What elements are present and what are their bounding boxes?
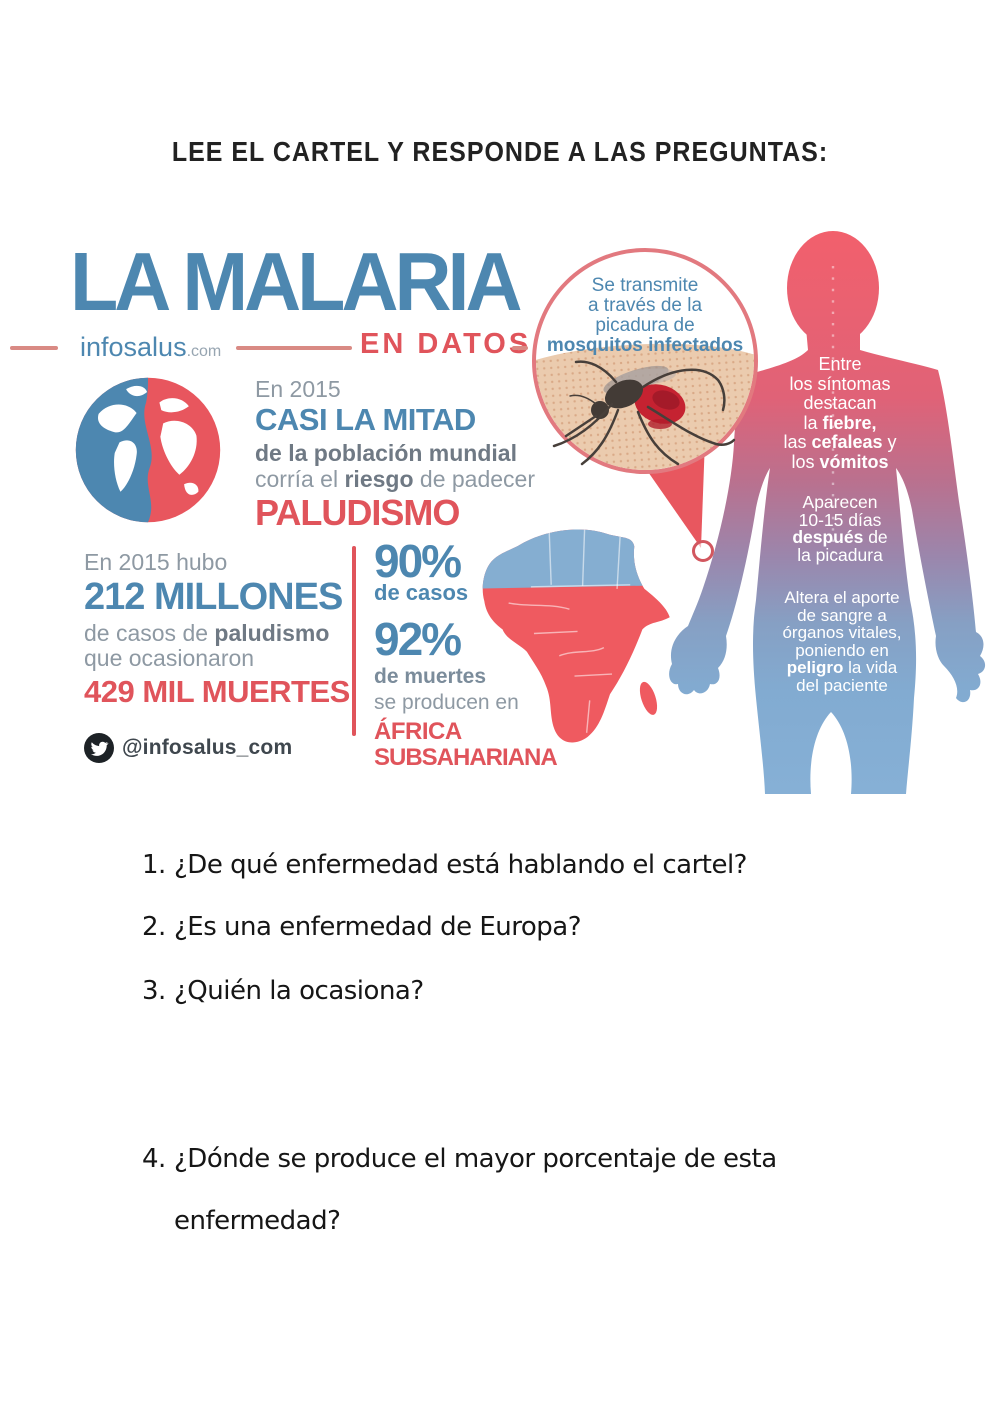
danger-line5: peligro la vida <box>744 659 940 677</box>
transmission-line3: picadura de <box>595 315 695 336</box>
symptoms-line4-pre: la <box>803 412 823 433</box>
question-3: 3. ¿Quién la ocasiona? <box>142 976 424 1006</box>
question-2-text: ¿Es una enfermedad de Europa? <box>174 912 582 942</box>
symptoms-line5-post: y <box>882 432 897 452</box>
infosalus-logo: infosalus.com <box>80 332 221 363</box>
cases-line2-pre: de casos de <box>84 619 215 646</box>
risk-line3: corría el riesgo de padecer <box>255 467 535 491</box>
risk-line3-post: de padecer <box>413 465 535 492</box>
incubation-line3-post: de <box>863 527 888 547</box>
risk-line3-bold: riesgo <box>344 465 414 492</box>
infosalus-logo-tld: .com <box>186 343 222 360</box>
question-3-number: 3. <box>142 976 166 1006</box>
deaths-count: 429 MIL MUERTES <box>84 673 350 709</box>
twitter-credit: @infosalus_com <box>84 733 292 763</box>
question-4-line2: enfermedad? <box>174 1206 341 1236</box>
percent-block: 90% de casos 92% de muertes se producen … <box>374 535 558 771</box>
incubation-line1: Aparecen <box>802 492 878 512</box>
africa-map <box>482 529 670 743</box>
symptoms-line5-pre: las <box>783 432 812 452</box>
rule-middle <box>236 346 352 350</box>
risk-block: En 2015 CASI LA MITAD de la población mu… <box>255 377 535 532</box>
symptoms-line4: la fiebre, <box>742 412 938 434</box>
symptoms-line1: Entre <box>818 354 862 374</box>
symptoms-line3: destacan <box>803 393 877 413</box>
infographic-subtitle: EN DATOS <box>360 328 532 360</box>
infographic-title: LA MALARIA <box>70 235 523 328</box>
twitter-handle: @infosalus_com <box>122 736 293 759</box>
question-1-number: 1. <box>142 850 166 880</box>
symptoms-line4-bold: fiebre, <box>822 412 877 433</box>
risk-disease: PALUDISMO <box>255 491 460 533</box>
question-3-text: ¿Quién la ocasiona? <box>174 976 424 1006</box>
risk-line3-pre: corría el <box>255 465 345 492</box>
incubation-line3-bold: después <box>792 527 864 547</box>
vertical-divider <box>352 546 356 736</box>
cases-line2: de casos de paludismo <box>84 619 350 646</box>
question-2-number: 2. <box>142 912 166 942</box>
danger-text: Altera el aporte de sangre a órganos vit… <box>744 589 940 694</box>
cases-block: En 2015 hubo 212 MILLONES de casos de pa… <box>84 550 350 708</box>
risk-headline: CASI LA MITAD <box>255 402 476 438</box>
question-1: 1. ¿De qué enfermedad está hablando el ca… <box>142 850 747 880</box>
symptoms-line5-bold: cefaleas <box>811 432 883 452</box>
danger-line6: del paciente <box>796 675 888 695</box>
percent-location-intro: se producen en <box>374 691 519 714</box>
incubation-line4: la picadura <box>797 544 883 565</box>
incubation-text: Aparecen 10-15 días después de la picadu… <box>742 492 938 565</box>
rule-right <box>512 346 528 350</box>
mosquito-icon <box>552 360 736 466</box>
incubation-line3: después de <box>742 527 938 547</box>
symptoms-line6: los vómitos <box>742 451 938 473</box>
symptoms-text: Entre los síntomas destacan la fiebre, l… <box>742 354 938 473</box>
question-4-text: ¿Dónde se produce el mayor porcentaje de… <box>174 1144 777 1174</box>
transmission-line2: a través de la <box>587 295 703 316</box>
incubation-line2: 10-15 días <box>798 509 882 530</box>
cases-count: 212 MILLONES <box>84 575 343 618</box>
risk-line2: de la población mundial <box>255 439 517 466</box>
percent-deaths-value: 92% <box>374 613 462 665</box>
danger-line5-post: la vida <box>843 658 898 677</box>
magnifier-ring-icon <box>692 540 714 562</box>
danger-line1: Altera el aporte <box>784 588 900 607</box>
question-2: 2. ¿Es una enfermedad de Europa? <box>142 912 582 942</box>
question-1-text: ¿De qué enfermedad está hablando el cart… <box>174 850 747 880</box>
danger-line5-bold: peligro <box>786 658 844 677</box>
risk-year: En 2015 <box>255 376 341 402</box>
percent-location-line1: ÁFRICA <box>374 718 462 745</box>
infosalus-logo-text: infosalus <box>80 332 187 362</box>
cases-line3: que ocasionaron <box>84 644 255 671</box>
symptoms-line2: los síntomas <box>789 373 891 394</box>
danger-line2: de sangre a <box>797 605 887 625</box>
worksheet-title: LEE EL CARTEL Y RESPONDE A LAS PREGUNTAS… <box>171 136 829 168</box>
question-4-number: 4. <box>142 1144 166 1174</box>
percent-cases-label: de casos <box>374 580 469 605</box>
transmission-line1: Se transmite <box>591 275 699 296</box>
twitter-bird-icon <box>84 733 114 763</box>
symptoms-line5: las cefaleas y <box>742 432 938 453</box>
symptoms-line6-bold: vómitos <box>819 451 889 472</box>
percent-deaths-label: de muertes <box>374 665 487 688</box>
transmission-text: Se transmite a través de la picadura de … <box>536 276 754 356</box>
percent-cases-value: 90% <box>374 535 462 587</box>
globe-icon <box>75 377 221 523</box>
symptoms-line6-pre: los <box>791 451 820 472</box>
question-4: 4. ¿Dónde se produce el mayor porcentaje … <box>142 1144 777 1174</box>
cases-line2-bold: paludismo <box>214 619 330 646</box>
danger-line3: órganos vitales, <box>782 623 902 642</box>
cases-intro: En 2015 hubo <box>84 549 228 575</box>
rule-left <box>10 346 58 350</box>
percent-location-line2: SUBSAHARIANA <box>374 744 558 771</box>
danger-line4: poniendo en <box>795 640 889 660</box>
transmission-line4: mosquitos infectados <box>546 335 744 356</box>
